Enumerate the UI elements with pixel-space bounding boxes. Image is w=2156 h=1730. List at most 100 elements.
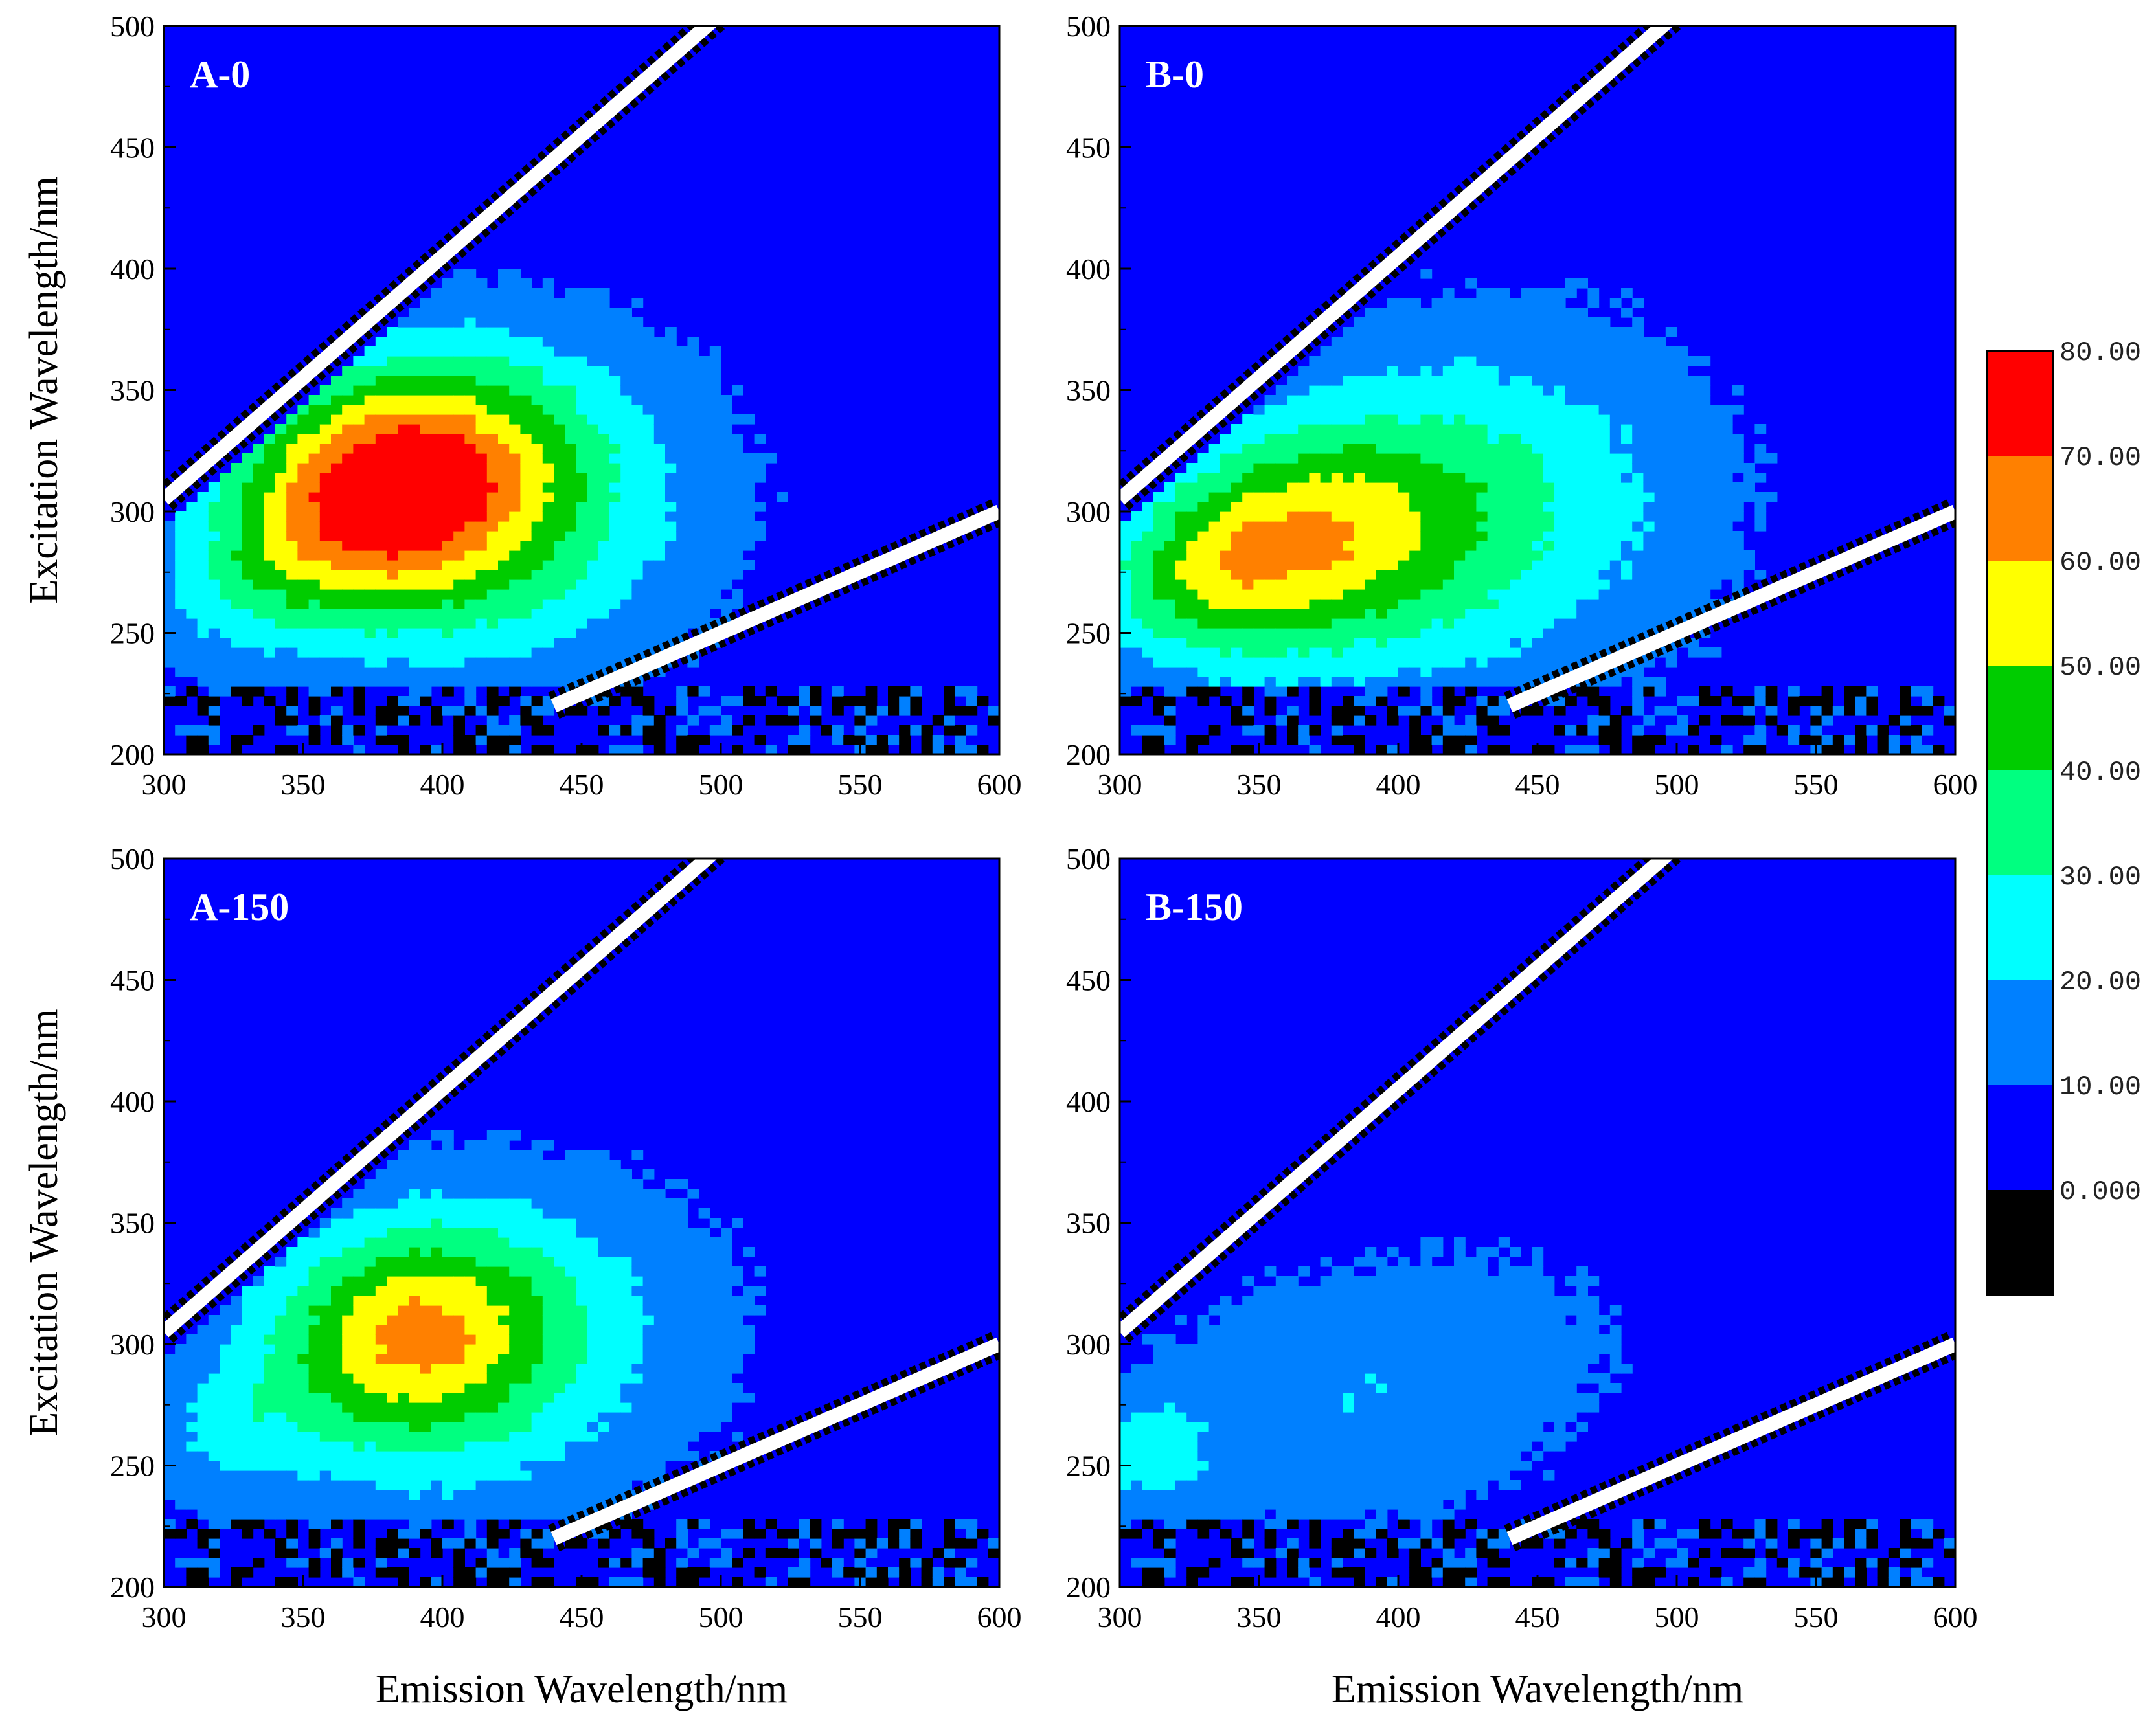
contour-cell — [387, 414, 398, 425]
contour-cell — [353, 434, 365, 444]
contour-cell — [1532, 444, 1544, 454]
contour-cell — [620, 453, 632, 464]
contour-cell — [598, 298, 610, 308]
contour-cell — [1164, 638, 1176, 648]
contour-cell — [342, 1490, 354, 1500]
contour-cell — [1643, 414, 1655, 425]
contour-cell — [554, 502, 565, 512]
contour-cell — [1354, 356, 1365, 366]
contour-cell — [1688, 356, 1699, 366]
contour-cell — [1197, 638, 1210, 648]
contour-cell — [631, 715, 644, 726]
contour-cell — [609, 531, 621, 541]
contour-cell — [197, 1461, 209, 1471]
contour-cell — [242, 647, 254, 658]
contour-cell — [231, 647, 242, 658]
contour-cell — [1409, 298, 1421, 308]
contour-cell — [587, 492, 599, 502]
contour-cell — [1320, 395, 1332, 405]
contour-cell — [1420, 434, 1433, 444]
contour-cell — [164, 1393, 176, 1403]
contour-cell — [520, 589, 532, 600]
contour-cell — [1487, 376, 1499, 386]
contour-cell — [587, 589, 599, 600]
contour-cell — [1365, 346, 1377, 357]
contour-cell — [598, 453, 610, 464]
contour-cell — [554, 560, 565, 570]
contour-cell — [1487, 356, 1499, 366]
contour-cell — [1565, 424, 1577, 434]
contour-cell — [609, 356, 621, 366]
contour-cell — [520, 609, 532, 619]
contour-cell — [653, 531, 666, 541]
contour-cell — [1543, 570, 1555, 580]
contour-cell — [542, 385, 554, 396]
contour-cell — [398, 1548, 409, 1558]
contour-cell — [576, 599, 588, 609]
contour-cell — [342, 453, 354, 464]
contour-cell — [1309, 609, 1321, 619]
contour-cell — [264, 511, 276, 522]
contour-cell — [665, 424, 677, 434]
contour-cell — [353, 531, 365, 541]
contour-cell — [1264, 492, 1277, 502]
contour-cell — [1487, 638, 1499, 648]
contour-cell — [1677, 502, 1688, 512]
contour-cell — [387, 657, 398, 668]
contour-cell — [1498, 414, 1510, 425]
contour-cell — [1242, 609, 1254, 619]
contour-cell — [1354, 560, 1365, 570]
contour-cell — [1454, 405, 1466, 415]
contour-cell — [1442, 346, 1455, 357]
contour-cell — [1320, 531, 1332, 541]
contour-cell — [1498, 327, 1510, 337]
contour-cell — [231, 609, 242, 619]
contour-cell — [698, 521, 710, 532]
contour-cell — [342, 1325, 354, 1335]
contour-cell — [286, 444, 298, 454]
contour-cell — [1521, 609, 1532, 619]
contour-cell — [587, 521, 599, 532]
contour-cell — [1743, 706, 1755, 716]
contour-cell — [275, 589, 287, 600]
contour-cell — [353, 453, 365, 464]
contour-cell — [1521, 628, 1532, 638]
contour-cell — [498, 677, 510, 687]
contour-cell — [1186, 638, 1198, 648]
contour-cell — [1476, 395, 1488, 405]
contour-cell — [642, 434, 655, 444]
contour-cell — [1510, 385, 1521, 396]
contour-cell — [1242, 686, 1254, 697]
contour-cell — [297, 1247, 310, 1257]
contour-cell — [1343, 337, 1354, 347]
contour-cell — [520, 346, 532, 357]
contour-cell — [1510, 599, 1521, 609]
contour-cell — [1220, 453, 1232, 464]
contour-cell — [286, 1266, 298, 1277]
contour-cell — [698, 589, 710, 600]
contour-cell — [609, 366, 621, 376]
contour-cell — [1264, 589, 1277, 600]
contour-cell — [732, 725, 743, 736]
contour-cell — [1354, 628, 1365, 638]
contour-cell — [609, 609, 621, 619]
contour-cell — [576, 308, 588, 318]
contour-cell — [1431, 511, 1444, 522]
contour-cell — [1543, 599, 1555, 609]
contour-cell — [319, 502, 332, 512]
contour-cell — [308, 550, 321, 561]
contour-cell — [1153, 667, 1165, 677]
contour-cell — [1465, 346, 1477, 357]
contour-cell — [420, 1160, 432, 1170]
contour-cell — [331, 647, 343, 658]
contour-cell — [565, 414, 576, 425]
contour-cell — [1442, 599, 1455, 609]
contour-cell — [1287, 453, 1299, 464]
contour-cell — [1643, 550, 1655, 561]
contour-cell — [565, 579, 576, 590]
contour-cell — [1398, 444, 1410, 454]
contour-cell — [398, 1286, 409, 1296]
contour-cell — [631, 599, 644, 609]
contour-cell — [653, 628, 666, 638]
contour-cell — [1821, 745, 1833, 754]
